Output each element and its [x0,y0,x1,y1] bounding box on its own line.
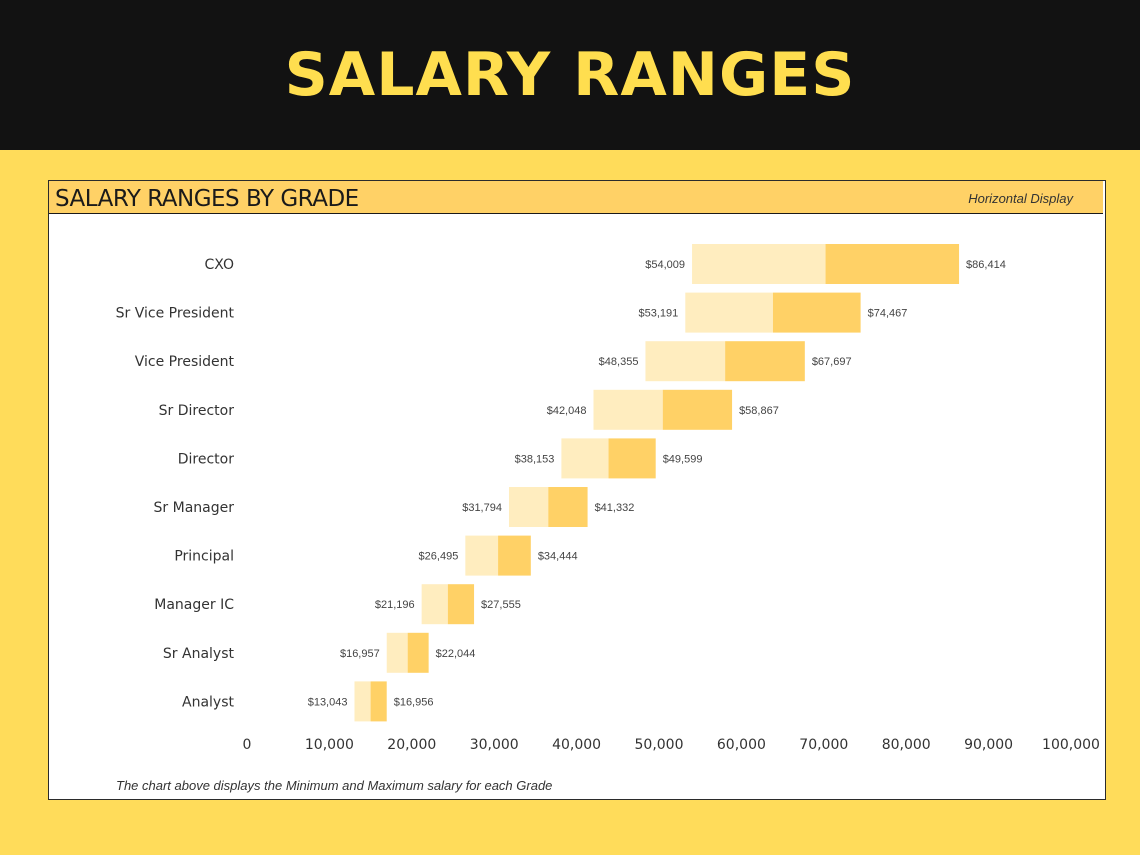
min-value-label: $53,191 [639,308,679,320]
bar-lower-segment [386,632,408,673]
chart-panel: SALARY RANGES BY GRADE Horizontal Displa… [48,180,1106,800]
bar-upper-segment [825,244,960,284]
bar-upper-segment [548,487,588,527]
min-value-label: $21,196 [375,599,415,611]
max-value-label: $49,599 [663,453,703,465]
bar-lower-segment [508,487,549,527]
panel-header: SALARY RANGES BY GRADE Horizontal Displa… [49,181,1103,214]
salary-range-chart: CXO $54,009 $86,414 Sr Vice President $53,19… [116,244,1100,753]
x-tick-label: 0 [243,737,252,753]
x-tick-label: 70,000 [799,737,848,753]
bar-upper-segment [370,681,387,722]
bar-upper-segment [407,632,429,673]
max-value-label: $27,555 [481,599,521,611]
grade-label: Vice President [135,354,235,370]
chart-caption: The chart above displays the Minimum and… [116,778,553,793]
min-value-label: $26,495 [419,551,459,563]
bar-lower-segment [593,389,663,430]
display-mode-label: Horizontal Display [968,191,1073,206]
bar-upper-segment [498,535,531,576]
grade-label: CXO [205,257,235,273]
grade-label: Sr Vice President [116,306,235,322]
grade-label: Sr Analyst [163,646,235,662]
min-value-label: $42,048 [547,405,587,417]
x-tick-label: 90,000 [964,737,1013,753]
bar-upper-segment [725,341,805,382]
grade-label: Analyst [182,694,234,710]
bar-upper-segment [608,438,656,479]
bar-lower-segment [692,244,826,284]
max-value-label: $16,956 [394,696,434,708]
min-value-label: $54,009 [645,259,685,271]
min-value-label: $38,153 [515,453,555,465]
x-tick-label: 20,000 [387,737,436,753]
max-value-label: $58,867 [739,405,779,417]
grade-label: Principal [174,549,234,565]
bar-upper-segment [447,584,475,625]
page-title: SALARY RANGES [284,40,856,110]
min-value-label: $16,957 [340,648,380,660]
bar-lower-segment [645,341,726,382]
max-value-label: $41,332 [595,502,635,514]
min-value-label: $31,794 [462,502,502,514]
x-tick-label: 80,000 [882,737,931,753]
bar-lower-segment [561,438,609,479]
grade-label: Sr Director [159,403,235,419]
panel-title: SALARY RANGES BY GRADE [55,186,359,212]
bar-lower-segment [354,681,371,722]
min-value-label: $13,043 [308,696,348,708]
x-tick-label: 30,000 [470,737,519,753]
min-value-label: $48,355 [599,356,639,368]
bar-upper-segment [662,389,733,430]
grade-label: Manager IC [154,597,234,613]
bar-lower-segment [465,535,499,576]
max-value-label: $34,444 [538,551,578,563]
max-value-label: $74,467 [868,308,908,320]
x-tick-label: 40,000 [552,737,601,753]
x-tick-label: 60,000 [717,737,766,753]
max-value-label: $67,697 [812,356,852,368]
max-value-label: $86,414 [966,259,1006,271]
grade-label: Sr Manager [154,500,235,516]
x-tick-label: 50,000 [635,737,684,753]
max-value-label: $22,044 [436,648,476,660]
x-tick-label: 10,000 [305,737,354,753]
grade-label: Director [178,451,234,467]
x-tick-label: 100,000 [1042,737,1100,753]
bar-lower-segment [421,584,448,625]
bar-upper-segment [772,292,861,333]
title-banner: SALARY RANGES [0,0,1140,150]
bar-lower-segment [685,292,773,333]
